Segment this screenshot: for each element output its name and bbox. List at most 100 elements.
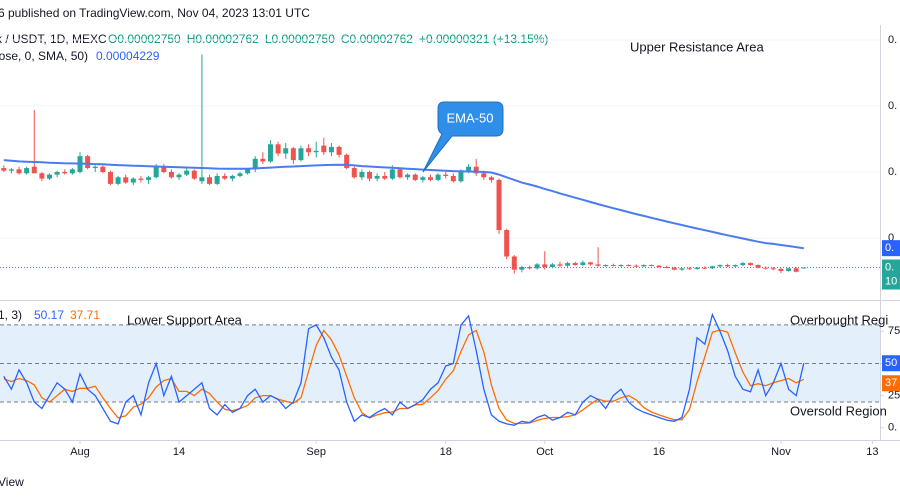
ohlc-value: +0.00000321 (+13.15%) [419,32,548,46]
candle-body [755,265,761,268]
candle-body [54,172,60,175]
candle-body [732,265,738,267]
candle-body [511,256,517,270]
candle-body [267,144,273,162]
candle-body [222,175,228,179]
candle-body [168,172,174,178]
candle-body [572,263,578,266]
candle-body [656,265,662,268]
candle-body [671,267,677,270]
candle-body [626,265,632,267]
price-badge-text: 0. [885,261,894,273]
candle-body [199,177,205,182]
candle-body [62,172,68,174]
x-tick-label: 14 [173,446,185,458]
candle-body [237,173,243,176]
candle-body [344,154,350,169]
x-tick-label: Oct [536,446,553,458]
published-note: 6 published on TradingView.com, Nov 04, … [0,6,310,20]
candle-body [397,169,403,178]
candle-body [92,166,98,169]
callout [422,101,504,173]
candle-body [466,166,472,173]
ohlc-value: H0.00002762 [187,32,259,46]
candle-body [138,178,144,180]
stoch-line [3,312,805,426]
candle-body [69,169,75,174]
candle-body [427,177,433,180]
candle-body [374,175,380,179]
candle-body [747,263,753,266]
candle-body [161,166,167,173]
candle-body [39,173,45,179]
candle-body [24,168,30,174]
candle-body [275,144,281,154]
candle-body [603,265,609,267]
candle-body [306,148,312,153]
candle-body [130,178,136,183]
x-tick-label: Nov [771,446,791,458]
candle-body [534,264,540,269]
candle-body [504,230,510,257]
candle-body [717,265,723,267]
value-badge-text: 50 [885,357,897,369]
candle-body [557,264,563,266]
candle-body [412,174,418,180]
candle-body [587,262,593,265]
ohlc-value: O0.00002750 [108,32,181,46]
candle-body [793,268,799,272]
candle-body [31,166,37,174]
y-tick-label: 0. [888,166,897,178]
candle-body [115,177,121,184]
candle-body [763,267,769,269]
candle-body [290,148,296,161]
ma-value: 0.00004229 [96,49,160,63]
candle-body [549,264,555,268]
candle-body [184,170,190,175]
candle-body [214,175,220,184]
candle-body [123,177,129,183]
annotation: Overbought Regi [790,312,888,327]
candle-body [618,265,624,267]
stoch-pane: 0. 25 50 75 Aug 14 Sep 18 Oct 16 Nov 13 1, 3) 50.17 37… [0,308,900,458]
candle-body [107,172,113,184]
ohlc-value: L0.00002750 [265,32,335,46]
candle-body [641,265,647,267]
candle-body [481,173,487,178]
candle-body [8,169,14,171]
candle-body [527,267,533,269]
candle-body [770,268,776,270]
candle-body [542,264,548,268]
indicator-label: 1, 3) [0,308,22,322]
symbol-info: k / USDT, 1D, MEXC [0,32,107,46]
candle-body [740,263,746,266]
callout-text: EMA-50 [447,110,494,125]
candle-body [610,265,616,267]
candle-body [47,174,53,179]
candle-body [450,175,456,182]
candle-body [367,172,373,179]
candle-body [85,156,91,169]
price-badge [882,259,900,290]
candle-body [207,177,213,184]
candle-body [496,179,502,231]
candle-body [488,177,494,180]
candle-body [252,158,258,170]
y-tick-label: 0. [888,100,897,112]
candle-body [633,265,639,267]
candle-body [146,177,152,180]
candle-body [580,262,586,266]
candle-body [778,268,784,271]
value-badge [882,355,900,372]
candle-body [245,169,251,174]
candle-body [328,146,334,153]
candle-body [565,263,571,266]
x-tick-label: 16 [653,446,665,458]
candle-body [153,166,159,178]
x-tick-label: Aug [70,446,90,458]
candle-body [389,169,395,179]
candle-body [100,166,106,173]
candle-body [679,268,685,270]
